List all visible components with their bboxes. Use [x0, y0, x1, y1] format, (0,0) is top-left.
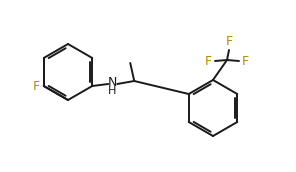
Text: F: F	[242, 55, 249, 67]
Text: F: F	[226, 35, 233, 48]
Text: H: H	[108, 86, 116, 96]
Text: F: F	[33, 79, 40, 93]
Text: F: F	[205, 55, 212, 67]
Text: N: N	[107, 76, 117, 89]
